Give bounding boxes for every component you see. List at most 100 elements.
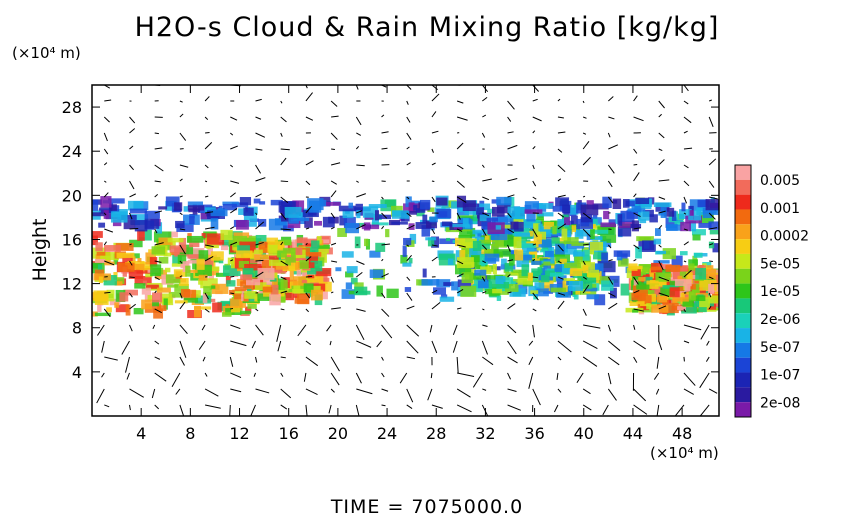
field-cell [559,258,567,265]
field-cell [98,276,103,284]
field-cell [320,199,327,207]
wind-vector [557,300,565,310]
field-cell [257,293,272,301]
field-cell [708,283,715,294]
field-cell [244,263,262,271]
wind-vector [482,308,485,311]
wind-vector [406,146,410,150]
wind-vector [255,388,270,394]
field-cell [342,209,354,219]
field-cell [193,305,201,318]
field-cell [620,210,635,222]
field-cell [115,243,134,251]
field-cell [618,220,635,228]
field-cell [669,287,680,298]
field-cell [496,196,512,206]
field-cell [536,238,552,248]
wind-vector [230,145,238,150]
field-cell [405,196,412,208]
field-cell [586,234,594,241]
field-cell [268,244,278,256]
wind-vector [683,372,696,386]
field-cell [507,206,521,219]
y-axis-multiplier: (×10⁴ m) [12,44,81,62]
field-cell [587,269,600,281]
field-cell [638,237,652,241]
wind-vector [381,258,384,262]
wind-vector [481,244,488,250]
field-cell [481,260,486,271]
field-cell [157,305,167,312]
wind-vector [582,228,591,237]
field-cell [447,258,454,266]
field-cell [642,240,655,251]
wind-vector [482,388,487,391]
wind-vector [103,212,107,216]
wind-vector [205,211,214,214]
field-cell [346,266,358,274]
wind-vector [481,340,488,355]
y-tick-label: 20 [62,186,82,205]
field-cell [297,217,310,222]
field-cell [497,224,513,229]
field-cell [301,279,308,283]
field-cell [355,203,363,216]
wind-vector [280,372,284,377]
field-cell [289,241,295,253]
field-cell [635,246,642,259]
wind-vector [381,404,386,407]
wind-vector [255,98,262,102]
wind-vector [456,273,464,278]
field-cell [356,210,361,219]
field-cell [386,288,399,299]
wind-vector [330,276,334,283]
wind-vector [456,289,464,294]
field-cell [562,280,568,292]
wind-vector [255,148,263,151]
wind-vector [399,372,408,384]
wind-vector [229,404,231,416]
wind-vector [230,307,234,310]
field-cell [174,202,183,211]
wind-vector [129,404,131,411]
field-cell [240,278,251,284]
wind-vector [709,196,718,200]
wind-vector [328,404,332,414]
y-tick-label: 16 [62,230,82,249]
wind-vector [582,195,586,198]
field-cell [145,284,159,289]
field-cell [111,211,128,223]
wind-vector [381,372,385,378]
wind-vector [129,180,135,190]
field-cell [699,297,710,309]
field-cell [408,257,413,264]
wind-vector [528,340,534,346]
field-cell [97,303,102,312]
wind-vector [706,340,710,346]
field-cell [167,238,184,243]
field-cell [221,312,232,317]
field-cell [363,222,371,231]
field-cell [689,210,695,220]
wind-vector [633,116,644,122]
field-cell [258,241,271,254]
wind-vector [204,180,208,183]
wind-vector [582,132,587,135]
wind-vector [658,148,663,152]
wind-vector [582,276,588,280]
wind-vector [708,158,717,166]
wind-vector [255,212,258,216]
wind-vector [658,196,666,200]
field-cell [403,237,412,246]
field-cell [269,293,281,306]
field-cell [563,237,579,245]
wind-vector [154,210,163,214]
field-cell [526,210,536,222]
field-cell [549,272,564,277]
wind-vector [557,164,566,173]
field-cell [240,281,251,287]
wind-vector [330,212,336,219]
field-cell [415,222,432,229]
field-cell [204,207,216,214]
wind-vector [154,132,159,135]
